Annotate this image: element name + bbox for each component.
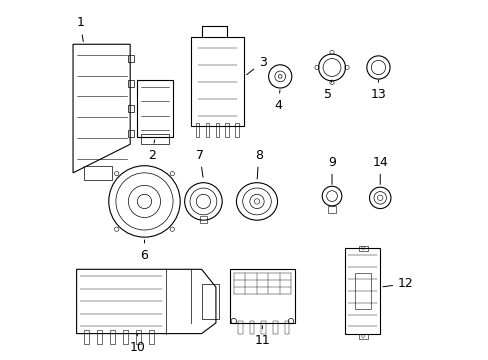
- Bar: [284, 321, 288, 334]
- Text: 7: 7: [196, 149, 203, 177]
- Bar: [201, 284, 219, 319]
- Bar: [110, 330, 115, 344]
- Bar: [249, 321, 254, 334]
- Text: 11: 11: [254, 326, 270, 347]
- Bar: [148, 330, 153, 344]
- Bar: [136, 330, 141, 344]
- Text: 14: 14: [371, 156, 387, 184]
- Bar: [327, 206, 336, 212]
- Text: 1: 1: [76, 17, 84, 41]
- Bar: [141, 134, 169, 144]
- Text: 9: 9: [327, 156, 335, 184]
- Bar: [230, 269, 294, 323]
- Bar: [128, 80, 134, 87]
- Text: 6: 6: [140, 240, 148, 262]
- Bar: [83, 166, 112, 180]
- Bar: [128, 130, 134, 137]
- Bar: [196, 123, 199, 137]
- Text: 5: 5: [324, 80, 332, 101]
- Bar: [225, 123, 228, 137]
- Bar: [358, 334, 367, 339]
- Bar: [344, 248, 380, 334]
- Text: 10: 10: [129, 334, 145, 355]
- Bar: [238, 321, 242, 334]
- Bar: [84, 330, 89, 344]
- Text: 8: 8: [254, 149, 262, 179]
- Bar: [200, 216, 206, 223]
- Bar: [97, 330, 102, 344]
- Bar: [123, 330, 128, 344]
- Text: 3: 3: [246, 56, 266, 75]
- Text: 13: 13: [370, 80, 386, 101]
- Bar: [128, 55, 134, 62]
- Bar: [215, 123, 219, 137]
- Text: 4: 4: [274, 90, 282, 112]
- Bar: [261, 321, 265, 334]
- Bar: [272, 321, 277, 334]
- Bar: [235, 123, 238, 137]
- Bar: [354, 273, 370, 309]
- Bar: [205, 123, 209, 137]
- Text: 2: 2: [147, 140, 155, 162]
- Bar: [358, 246, 367, 251]
- Bar: [128, 105, 134, 112]
- Bar: [137, 80, 173, 137]
- Text: 12: 12: [382, 277, 413, 290]
